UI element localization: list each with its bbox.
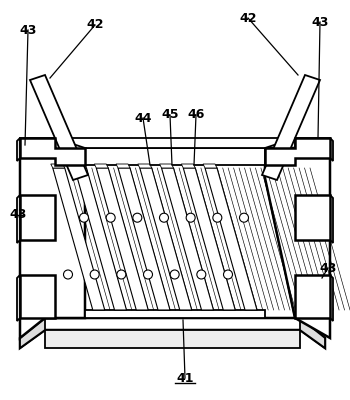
Polygon shape [20, 138, 55, 148]
Circle shape [63, 270, 72, 279]
Polygon shape [85, 148, 265, 165]
Polygon shape [183, 168, 235, 310]
Polygon shape [330, 138, 333, 161]
Circle shape [160, 213, 168, 222]
Polygon shape [265, 138, 330, 165]
Circle shape [186, 213, 195, 222]
Polygon shape [118, 168, 170, 310]
Polygon shape [295, 138, 330, 148]
Polygon shape [20, 138, 85, 165]
Polygon shape [138, 164, 152, 168]
Polygon shape [160, 164, 174, 168]
Polygon shape [45, 330, 300, 348]
Text: 43: 43 [319, 262, 337, 274]
Polygon shape [20, 318, 45, 348]
Polygon shape [55, 138, 295, 148]
Polygon shape [203, 164, 217, 168]
Polygon shape [17, 275, 20, 321]
Polygon shape [75, 168, 126, 310]
Polygon shape [265, 148, 330, 338]
Polygon shape [162, 168, 214, 310]
Circle shape [213, 213, 222, 222]
Polygon shape [205, 168, 257, 310]
Polygon shape [72, 164, 86, 168]
Polygon shape [51, 164, 65, 168]
Circle shape [197, 270, 206, 279]
Text: 43: 43 [9, 208, 27, 222]
Polygon shape [181, 164, 195, 168]
Circle shape [106, 213, 115, 222]
Text: 44: 44 [134, 112, 152, 124]
Circle shape [239, 213, 248, 222]
Text: 41: 41 [176, 372, 194, 384]
Polygon shape [20, 318, 325, 348]
Circle shape [90, 270, 99, 279]
Polygon shape [17, 195, 20, 243]
Polygon shape [20, 148, 85, 338]
Text: 45: 45 [161, 108, 179, 122]
Circle shape [79, 213, 89, 222]
Polygon shape [85, 310, 265, 318]
Text: 46: 46 [187, 108, 205, 122]
Polygon shape [94, 164, 108, 168]
Polygon shape [96, 168, 148, 310]
Circle shape [224, 270, 232, 279]
Polygon shape [20, 195, 55, 240]
Polygon shape [295, 275, 330, 318]
Text: 43: 43 [311, 16, 329, 28]
Polygon shape [17, 138, 20, 161]
Text: 42: 42 [86, 18, 104, 32]
Polygon shape [140, 168, 192, 310]
Polygon shape [262, 75, 320, 180]
Polygon shape [330, 195, 333, 243]
Circle shape [117, 270, 126, 279]
Polygon shape [295, 195, 330, 240]
Polygon shape [300, 318, 325, 348]
Polygon shape [20, 275, 55, 318]
Polygon shape [53, 168, 105, 310]
Circle shape [170, 270, 179, 279]
Text: 42: 42 [239, 12, 257, 24]
Polygon shape [116, 164, 130, 168]
Text: 43: 43 [19, 24, 37, 36]
Polygon shape [30, 75, 88, 180]
Polygon shape [330, 275, 333, 321]
Circle shape [144, 270, 153, 279]
Circle shape [133, 213, 142, 222]
